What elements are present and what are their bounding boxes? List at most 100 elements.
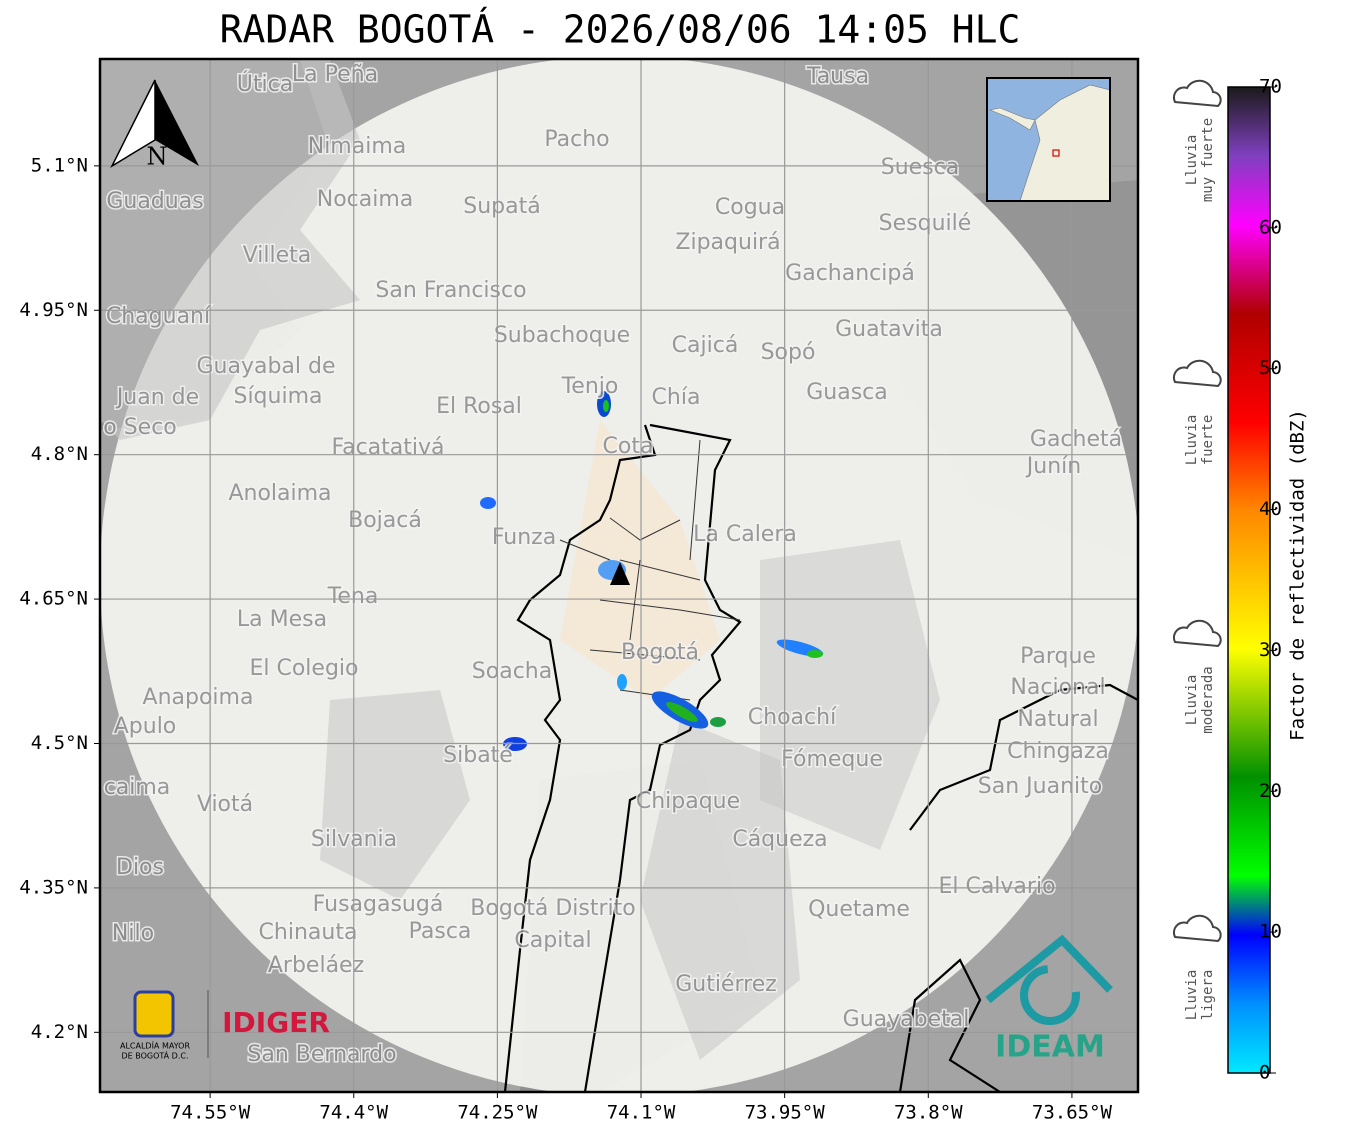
place-label: Supatá: [463, 194, 540, 219]
colorbar-tick-label: 60: [1259, 216, 1282, 238]
place-label: Villeta: [243, 243, 312, 268]
place-label: Fusagasugá: [313, 892, 444, 917]
weather-icon: [1172, 619, 1222, 648]
place-label: Natural: [1017, 707, 1098, 732]
echo: [480, 497, 496, 509]
place-label: Juan de: [115, 385, 199, 410]
x-tick-label: 74.1°W: [607, 1102, 676, 1124]
place-label: Guayabal de: [196, 354, 335, 379]
y-tick-label: 4.5°N: [31, 732, 88, 754]
colorbar-tick-label: 30: [1259, 639, 1282, 661]
place-label: Chingaza: [1007, 739, 1109, 764]
place-label: Suesca: [881, 155, 959, 180]
place-label: Gachetá: [1030, 427, 1122, 452]
place-label: Nocaima: [317, 187, 414, 212]
place-label: Tena: [327, 584, 379, 609]
place-label: Anolaima: [228, 481, 331, 506]
place-label: Anapoima: [143, 685, 254, 710]
x-tick-label: 74.4°W: [319, 1102, 388, 1124]
place-label: Junín: [1025, 454, 1081, 479]
place-label: El Rosal: [436, 394, 522, 419]
place-label: Guayabetal: [843, 1007, 970, 1032]
place-label: Bogotá Distrito: [470, 896, 635, 921]
intensity-label: Lluvia: [1184, 135, 1200, 186]
place-label: Chaguaní: [106, 304, 211, 329]
place-label: El Colegio: [249, 656, 358, 681]
place-label: Dios: [116, 855, 164, 880]
logo-ideam-text: IDEAM: [995, 1030, 1105, 1065]
inset-map: [986, 77, 1111, 202]
north-label: N: [147, 143, 168, 171]
colorbar-tick-label: 70: [1259, 76, 1282, 98]
weather-icon: [1172, 359, 1222, 388]
place-label: Viotá: [197, 792, 253, 817]
logo-swirl: [1020, 965, 1080, 1025]
place-label: La Calera: [693, 522, 797, 547]
y-tick-label: 4.35°N: [19, 876, 88, 898]
grid: [100, 59, 1138, 1092]
echo: [617, 674, 627, 690]
intensity-label: ligera: [1200, 970, 1216, 1021]
place-label: Útica: [237, 71, 293, 97]
place-label: caima: [104, 775, 171, 800]
place-label: San Francisco: [375, 278, 526, 303]
radar-site: [610, 562, 630, 585]
terrain: [760, 540, 940, 850]
terrain: [100, 60, 360, 440]
place-label: La Mesa: [237, 607, 327, 632]
place-label: o Seco: [103, 415, 177, 440]
place-label: Fómeque: [781, 747, 883, 772]
place-label: Subachoque: [494, 323, 630, 348]
intensity-label: Lluvia: [1184, 970, 1200, 1021]
place-label: Facatativá: [331, 435, 444, 460]
place-label: Cajicá: [672, 333, 739, 358]
intensity-label: moderada: [1200, 666, 1216, 733]
colorbar: Factor de reflectividad (dBZ) 0 10 20 30 40 5…: [1172, 76, 1309, 1084]
echo: [603, 400, 609, 412]
place-label: Sopó: [761, 340, 816, 365]
inset-extent: [1052, 149, 1060, 157]
place-label: Sesquilé: [879, 211, 972, 236]
place-label: Zipaquirá: [675, 230, 780, 255]
terrain: [640, 720, 800, 1060]
place-label: Cogua: [715, 195, 785, 220]
place-label: Nacional: [1010, 675, 1105, 700]
place-label: Sibaté: [443, 743, 513, 768]
axes: 74.55°W 74.4°W 74.25°W 74.1°W 73.95°W 73.8°W 7…: [19, 154, 1112, 1123]
place-label: Apulo: [114, 714, 177, 739]
north-arrow: N: [110, 79, 199, 171]
colorbar-label: Factor de reflectividad (dBZ): [1287, 409, 1309, 741]
inset-frame: [986, 77, 1111, 202]
intensity-label: Lluvia: [1184, 675, 1200, 726]
intensity-label: muy fuerte: [1200, 118, 1216, 202]
place-label: Cáqueza: [732, 827, 827, 852]
north-arrow-right: [155, 80, 199, 166]
place-label: Tausa: [806, 64, 869, 89]
logo-text: DE BOGOTÁ D.C.: [121, 1050, 188, 1061]
place-label: Arbeláez: [268, 953, 364, 978]
place-label: San Juanito: [978, 774, 1102, 799]
x-tick-label: 74.55°W: [170, 1102, 251, 1124]
echo: [666, 702, 698, 722]
y-tick-label: 4.8°N: [31, 443, 88, 465]
place-label: Guasca: [806, 380, 888, 405]
boundary: [503, 423, 1138, 1092]
weather-icon: [1172, 79, 1222, 108]
place-label: Nimaima: [308, 134, 407, 159]
title: RADAR BOGOTÁ - 2026/08/06 14:05 HLC: [220, 8, 1021, 52]
radar-echoes: [480, 391, 824, 751]
map-frame: [98, 57, 1140, 1094]
place-label: El Calvario: [938, 874, 1055, 899]
x-tick-label: 74.25°W: [457, 1102, 538, 1124]
place-label: Gachancipá: [785, 261, 915, 286]
logo-roof: [985, 934, 1113, 1004]
place-label: Bojacá: [348, 508, 422, 533]
place-label: La Peña: [292, 62, 378, 87]
echo: [807, 650, 823, 658]
x-tick-label: 73.8°W: [894, 1102, 963, 1124]
place-label: Chía: [652, 385, 701, 410]
place-label: Chinauta: [259, 920, 358, 945]
